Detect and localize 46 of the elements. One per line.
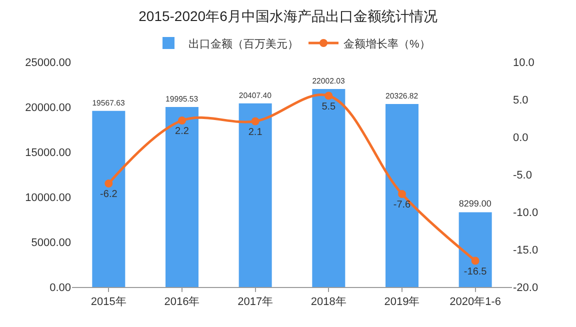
data-label: 20407.40 (238, 90, 272, 100)
y-tick-label: 15000.00 (25, 146, 71, 159)
x-tick-label: 2017年 (238, 296, 274, 308)
y2-tick-label: 5.0 (513, 94, 528, 106)
x-tick-label: 2016年 (164, 296, 200, 308)
chart-title: 2015-2020年6月中国水海产品出口金额统计情况 (138, 8, 438, 24)
point (324, 92, 333, 100)
x-tick-label: 2015年 (90, 296, 126, 308)
point (104, 180, 113, 188)
bar (92, 110, 126, 287)
y-tick-label: 25000.00 (25, 56, 71, 69)
point (398, 190, 406, 198)
x-tick-label: 2019年 (384, 296, 420, 308)
data-label: 2.1 (248, 126, 263, 138)
data-label: -16.5 (464, 266, 488, 278)
y-tick-label: 10000.00 (25, 192, 71, 204)
y2-tick-label: -20.0 (513, 282, 538, 294)
y2-tick-label: -10.0 (513, 206, 538, 219)
bar (238, 103, 272, 287)
data-label: -6.2 (100, 189, 118, 200)
y-tick-label: 0.00 (50, 282, 71, 294)
x-tick-label: 2018年 (310, 296, 346, 308)
y-tick-label: 20000.00 (25, 102, 71, 114)
data-label: 5.5 (322, 101, 336, 112)
y2-tick-label: -15.0 (513, 244, 538, 256)
y2-tick-label: 0.0 (513, 132, 528, 144)
bar (312, 88, 346, 287)
x-tick-label: 2020年1-6 (450, 296, 502, 308)
y2-tick-label: 10.0 (513, 56, 534, 69)
data-label: 19995.53 (166, 94, 198, 104)
legend-label: 金额增长率（%） (344, 37, 430, 50)
bar (166, 107, 198, 287)
y2-tick-label: -5.0 (513, 169, 532, 182)
data-label: 20326.82 (386, 92, 418, 101)
legend-label: 出口金额（百万美元） (188, 37, 298, 50)
point (178, 116, 186, 124)
data-label: -7.6 (393, 200, 412, 210)
data-label: 22002.03 (312, 76, 345, 86)
y-tick-label: 5000.00 (31, 236, 71, 249)
bar (386, 104, 418, 287)
point (471, 256, 480, 265)
bar (458, 212, 492, 287)
data-label: 8299.00 (458, 198, 492, 209)
point (251, 117, 260, 126)
data-label: 2.2 (175, 126, 190, 137)
data-label: 19567.63 (92, 98, 125, 108)
